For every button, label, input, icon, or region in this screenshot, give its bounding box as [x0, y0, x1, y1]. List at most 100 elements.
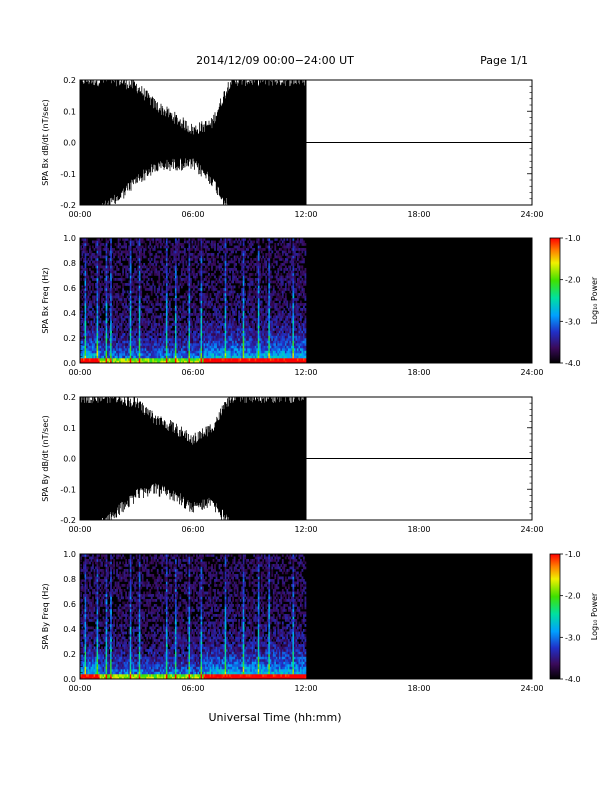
spectrogram-cell	[220, 320, 222, 324]
spectrogram-cell	[257, 285, 260, 289]
spectrogram-cell	[171, 245, 174, 249]
spectrogram-cell	[202, 325, 204, 329]
spectrogram-cell	[283, 238, 286, 241]
spectrogram-cell	[149, 350, 152, 354]
spectrogram-cell	[90, 323, 93, 326]
spectrogram-cell	[230, 258, 233, 261]
spectrogram-cell	[123, 238, 126, 241]
spectrogram-cell	[205, 333, 207, 336]
spectrogram-cell	[129, 243, 132, 246]
spectrogram-cell	[119, 248, 121, 251]
spectrogram-cell	[226, 288, 228, 291]
spectrogram-cell	[149, 255, 152, 259]
spectrogram-cell	[80, 278, 82, 281]
spectrogram-cell	[105, 360, 108, 364]
spectrogram-cell	[86, 268, 88, 271]
spectrogram-cell	[260, 260, 263, 264]
spectrogram-cell	[147, 333, 150, 336]
spectrogram-cell	[242, 308, 245, 311]
spectrogram-cell	[248, 343, 251, 346]
spectrogram-cell	[221, 278, 224, 281]
spectrogram-cell	[274, 340, 277, 344]
spectrogram-cell	[284, 358, 287, 361]
spectrogram-cell	[174, 320, 177, 324]
spectrogram-cell	[227, 308, 230, 311]
spectrogram-cell	[81, 298, 84, 301]
spectrogram-cell	[275, 238, 278, 241]
spectrogram-cell	[87, 303, 90, 306]
spectrogram-cell	[244, 308, 247, 311]
spectrogram-cell	[214, 303, 216, 306]
spectrogram-cell	[211, 328, 213, 331]
spectrogram-cell	[99, 335, 102, 339]
spectrogram-cell	[116, 348, 118, 351]
spectrogram-cell	[253, 305, 256, 309]
spectrogram-cell	[105, 320, 108, 324]
spectrogram-cell	[92, 335, 94, 339]
spectrogram-cell	[188, 263, 191, 266]
spectrogram-cell	[265, 313, 268, 316]
spectrogram-cell	[84, 345, 87, 349]
spectrogram-cell	[218, 360, 221, 364]
spectrogram-cell	[239, 315, 242, 319]
spectrogram-cell	[183, 348, 186, 351]
spectrogram-cell	[233, 328, 236, 331]
spectrogram-cell	[101, 283, 103, 286]
spectrogram-cell	[250, 283, 253, 286]
spectrogram-cell	[105, 265, 108, 269]
spectrogram-cell	[233, 275, 236, 279]
spectrogram-cell	[271, 263, 274, 266]
spectrogram-cell	[83, 278, 85, 281]
spectrogram-cell	[205, 325, 207, 329]
spectrogram-cell	[191, 328, 194, 331]
spectrogram-cell	[135, 348, 138, 351]
spectrogram-cell	[114, 358, 117, 361]
spectrogram-cell	[92, 313, 94, 316]
spectrogram-cell	[107, 340, 109, 344]
spectrogram-cell	[253, 323, 256, 326]
spectrogram-cell	[147, 308, 150, 311]
spectrogram-cell	[86, 360, 88, 364]
spectrogram-cell	[221, 333, 224, 336]
spectrogram-cell	[212, 338, 215, 341]
spectrogram-cell	[164, 265, 167, 269]
spectrogram-cell	[263, 265, 266, 269]
spectrogram-cell	[162, 330, 165, 334]
spectrogram-cell	[98, 290, 100, 294]
spectrogram-cell	[153, 360, 156, 364]
spectrogram-cell	[83, 238, 85, 241]
spectrogram-cell	[141, 275, 144, 279]
spectrogram-cell	[239, 328, 242, 331]
spectrogram-cell	[254, 263, 257, 266]
spectrogram-cell	[275, 360, 278, 364]
spectrogram-cell	[165, 255, 168, 259]
spectrogram-cell	[84, 315, 87, 319]
spectrogram-cell	[95, 263, 97, 266]
spectrogram-cell	[196, 318, 198, 321]
spectrogram-cell	[233, 350, 236, 354]
spectrogram-cell	[266, 253, 269, 256]
spectrogram-cell	[143, 263, 146, 266]
spectrogram-cell	[251, 328, 254, 331]
spectrogram-cell	[247, 340, 250, 344]
spectrogram-cell	[140, 335, 143, 339]
spectrogram-cell	[248, 243, 251, 246]
spectrogram-cell	[236, 343, 239, 346]
spectrogram-cell	[146, 265, 149, 269]
spectrogram-cell	[223, 335, 225, 339]
spectrogram-cell	[277, 293, 280, 296]
spectrogram-cell	[277, 338, 280, 341]
spectrogram-cell	[104, 343, 106, 346]
spectrogram-cell	[93, 335, 96, 339]
spectrogram-cell	[218, 328, 221, 331]
spectrogram-cell	[212, 353, 215, 356]
spectrogram-cell	[158, 275, 161, 279]
spectrogram-cell	[95, 315, 97, 319]
spectrogram-cell	[128, 280, 131, 284]
spectrogram-cell	[218, 338, 221, 341]
spectrogram-cell	[226, 268, 228, 271]
spectrogram-cell	[81, 338, 84, 341]
spectrogram-cell	[230, 320, 233, 324]
spectrogram-cell	[83, 295, 85, 299]
spectrogram-cell	[126, 238, 129, 241]
